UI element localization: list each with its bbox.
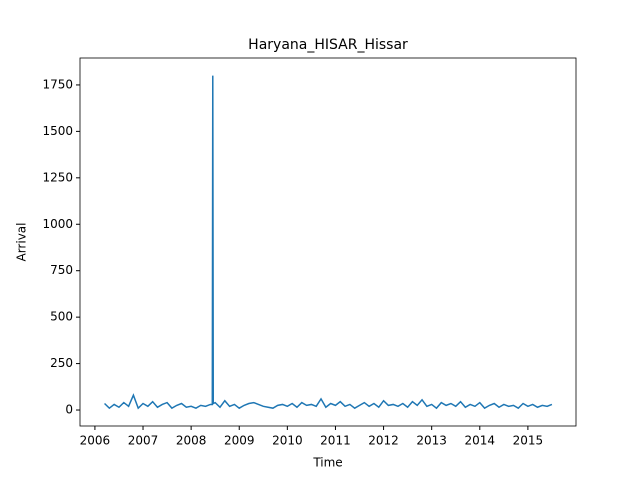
x-tick-label: 2014 [465, 434, 496, 448]
x-tick-label: 2015 [513, 434, 544, 448]
chart-title: Haryana_HISAR_Hissar [248, 37, 408, 53]
y-tick-label: 1500 [42, 124, 73, 138]
y-tick-label: 1250 [42, 170, 73, 184]
x-tick-label: 2011 [320, 434, 351, 448]
y-tick-label: 250 [50, 356, 73, 370]
y-tick-label: 500 [50, 310, 73, 324]
y-tick-label: 1750 [42, 77, 73, 91]
x-tick-label: 2006 [80, 434, 111, 448]
y-tick-label: 0 [65, 403, 73, 417]
x-tick-label: 2013 [416, 434, 447, 448]
x-tick-label: 2008 [176, 434, 207, 448]
x-tick-label: 2012 [368, 434, 399, 448]
y-tick-label: 750 [50, 263, 73, 277]
x-axis-label: Time [312, 456, 342, 470]
plot-frame [79, 57, 577, 427]
x-tick-label: 2010 [272, 434, 303, 448]
data-line [104, 75, 553, 410]
y-tick-label: 1000 [42, 217, 73, 231]
y-axis-label: Arrival [15, 223, 29, 262]
x-tick-label: 2007 [128, 434, 159, 448]
x-tick-label: 2009 [224, 434, 255, 448]
